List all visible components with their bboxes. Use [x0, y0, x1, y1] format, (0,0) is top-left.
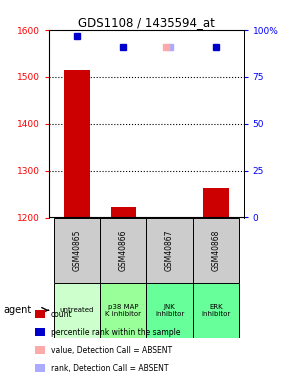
Text: GSM40865: GSM40865	[72, 230, 81, 271]
Text: ERK
inhibitor: ERK inhibitor	[201, 304, 231, 317]
Text: rank, Detection Call = ABSENT: rank, Detection Call = ABSENT	[51, 364, 168, 373]
Bar	[146, 217, 193, 283]
Title: GDS1108 / 1435594_at: GDS1108 / 1435594_at	[78, 16, 215, 29]
Text: GSM40866: GSM40866	[119, 230, 128, 271]
Bar	[146, 283, 193, 338]
Bar	[54, 283, 100, 338]
Text: percentile rank within the sample: percentile rank within the sample	[51, 328, 180, 337]
Text: untreated: untreated	[60, 308, 94, 314]
Bar	[193, 217, 239, 283]
Text: p38 MAP
K inhibitor: p38 MAP K inhibitor	[105, 304, 141, 317]
Bar	[110, 207, 136, 218]
Text: GSM40867: GSM40867	[165, 230, 174, 271]
Text: value, Detection Call = ABSENT: value, Detection Call = ABSENT	[51, 346, 172, 355]
Text: JNK
inhibitor: JNK inhibitor	[155, 304, 184, 317]
Bar	[203, 188, 229, 218]
Bar	[193, 283, 239, 338]
Bar	[100, 283, 146, 338]
Text: agent: agent	[3, 305, 31, 315]
Bar	[64, 70, 90, 217]
Text: count: count	[51, 310, 72, 319]
Bar	[100, 217, 146, 283]
Text: GSM40868: GSM40868	[211, 230, 220, 271]
Bar	[54, 217, 100, 283]
